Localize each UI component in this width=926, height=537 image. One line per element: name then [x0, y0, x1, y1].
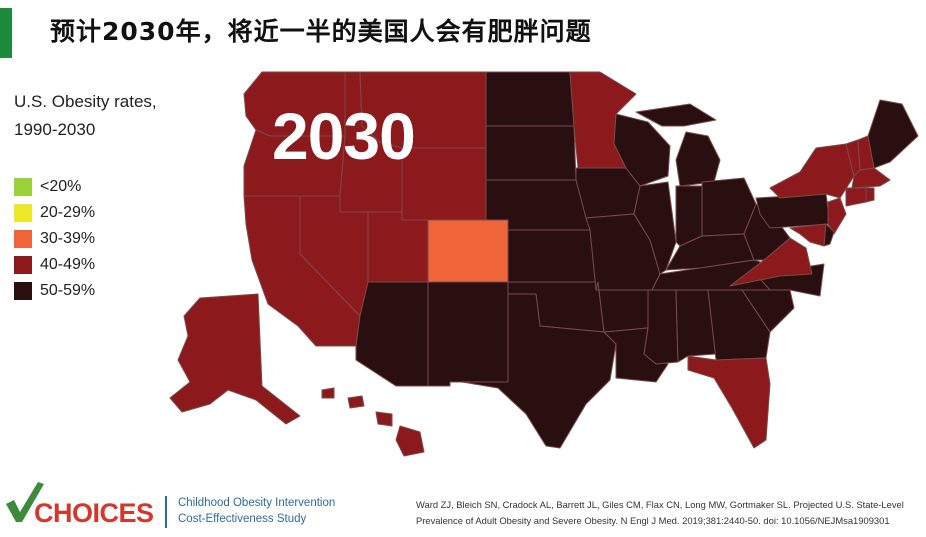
state-indiana	[675, 185, 703, 247]
state-new-jersey	[827, 197, 847, 235]
legend-title-line: U.S. Obesity rates, 1990-2030	[14, 92, 157, 139]
slide-header: 预计2030年，将近一半的美国人会有肥胖问题	[0, 0, 926, 62]
state-maryland	[789, 223, 827, 247]
state-texas	[449, 293, 617, 449]
state-hawaii-maui	[375, 411, 393, 427]
state-michigan	[675, 131, 721, 187]
state-hawaii-oahu	[347, 395, 365, 409]
legend: <20% 20-29% 30-39% 40-49% 50-59%	[14, 174, 95, 304]
state-rhode-island	[865, 187, 875, 203]
citation-line-2: Prevalence of Adult Obesity and Severe O…	[416, 515, 890, 526]
state-south-dakota	[485, 125, 577, 181]
state-iowa	[575, 167, 641, 219]
state-arkansas	[595, 281, 653, 333]
state-delaware	[823, 223, 835, 247]
logo-divider	[165, 496, 167, 528]
us-map	[169, 71, 919, 457]
legend-title: U.S. Obesity rates, 1990-2030	[14, 88, 214, 144]
legend-item: 50-59%	[14, 278, 95, 304]
state-alabama	[675, 289, 717, 363]
legend-item: <20%	[14, 174, 95, 200]
legend-item: 30-39%	[14, 226, 95, 252]
state-utah	[367, 211, 429, 283]
legend-label: 40-49%	[40, 256, 96, 273]
state-arizona	[355, 281, 429, 387]
legend-label: <20%	[40, 178, 82, 195]
state-alaska	[169, 293, 301, 425]
legend-swatch	[14, 282, 32, 300]
state-florida	[687, 355, 771, 449]
footer: CHOICES Childhood Obesity Intervention C…	[0, 470, 926, 537]
state-michigan-upper	[635, 103, 717, 127]
state-colorado	[427, 219, 509, 283]
choices-logo: CHOICES	[34, 498, 154, 528]
legend-swatch	[14, 204, 32, 222]
legend-label: 50-59%	[40, 282, 96, 299]
legend-label: 30-39%	[40, 230, 96, 247]
obesity-map-panel: U.S. Obesity rates, 1990-2030 <20% 20-29…	[0, 64, 926, 464]
state-maine	[867, 99, 919, 169]
state-georgia	[707, 289, 771, 361]
state-new-mexico	[427, 281, 509, 387]
state-kansas	[507, 229, 597, 285]
state-hawaii-kauai	[321, 387, 335, 399]
legend-swatch	[14, 230, 32, 248]
legend-label: 20-29%	[40, 204, 96, 221]
state-mississippi	[643, 289, 679, 365]
logo-subtitle-line-2: Cost-Effectiveness Study	[178, 513, 307, 525]
state-wisconsin	[613, 113, 671, 187]
legend-item: 40-49%	[14, 252, 95, 278]
state-hawaii	[395, 425, 425, 457]
state-connecticut	[845, 187, 867, 207]
legend-item: 20-29%	[14, 200, 95, 226]
title-accent-bar	[0, 8, 12, 58]
map-year-label: 2030	[272, 99, 416, 173]
state-north-dakota	[485, 71, 575, 127]
citation: Ward ZJ, Bleich SN, Cradock AL, Barrett …	[416, 497, 921, 529]
slide-title: 预计2030年，将近一半的美国人会有肥胖问题	[50, 17, 592, 46]
state-west-virginia	[743, 203, 791, 261]
state-pennsylvania	[755, 193, 831, 229]
legend-swatch	[14, 178, 32, 196]
logo-subtitle: Childhood Obesity Intervention Cost-Effe…	[178, 495, 378, 527]
check-mark-icon	[6, 482, 44, 522]
logo-subtitle-line-1: Childhood Obesity Intervention	[178, 497, 336, 509]
state-new-york	[769, 143, 855, 199]
state-illinois	[633, 181, 677, 275]
citation-line-1: Ward ZJ, Bleich SN, Cradock AL, Barrett …	[416, 499, 904, 510]
legend-swatch	[14, 256, 32, 274]
